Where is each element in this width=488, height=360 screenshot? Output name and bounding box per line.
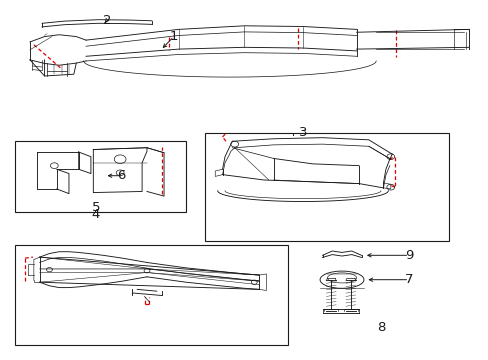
Text: 5: 5	[91, 202, 100, 215]
Bar	[205, 134, 448, 241]
Text: 8: 8	[376, 321, 385, 334]
Text: 6: 6	[117, 169, 125, 182]
Text: 1: 1	[169, 30, 178, 43]
Text: 9: 9	[404, 249, 413, 262]
Bar	[15, 244, 288, 345]
Text: 3: 3	[298, 126, 306, 139]
Bar	[15, 140, 185, 212]
Text: 7: 7	[404, 273, 413, 286]
Text: 2: 2	[102, 14, 111, 27]
Text: 4: 4	[91, 208, 100, 221]
